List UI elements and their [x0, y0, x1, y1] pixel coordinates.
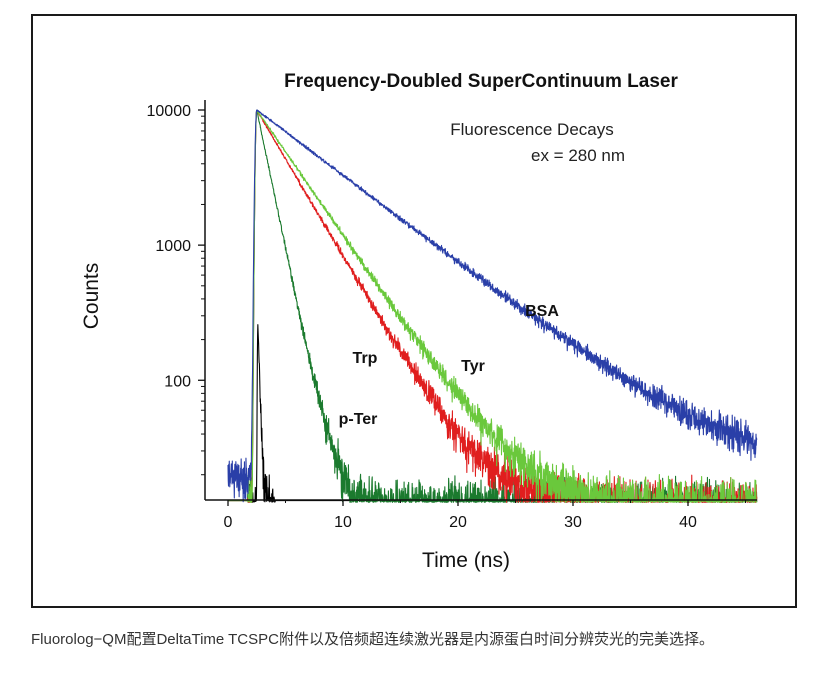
x-tick-label: 0: [224, 514, 233, 531]
series-line-tyr: [227, 109, 758, 503]
x-tick-label: 40: [679, 514, 697, 531]
figure-frame: [31, 14, 797, 608]
series-label-bsa: BSA: [525, 303, 559, 320]
series-label-trp: Trp: [353, 350, 378, 367]
caption: Fluorolog−QM配置DeltaTime TCSPC附件以及倍频超连续激光…: [31, 631, 714, 648]
series-line-bsa: [227, 109, 758, 503]
annotation-line-2: ex = 280 nm: [531, 146, 625, 165]
y-tick-label: 100: [164, 373, 191, 390]
x-tick-label: 20: [449, 514, 467, 531]
series-label-tyr: Tyr: [461, 358, 485, 375]
annotation-line-1: Fluorescence Decays: [450, 120, 613, 139]
y-tick-label: 10000: [147, 103, 192, 120]
decay-chart: Frequency-Doubled SuperContinuum Laser F…: [80, 71, 758, 572]
x-tick-label: 30: [564, 514, 582, 531]
chart-title: Frequency-Doubled SuperContinuum Laser: [284, 71, 678, 92]
series-label-p-ter: p-Ter: [339, 411, 378, 428]
y-axis-label: Counts: [80, 263, 103, 330]
x-tick-label: 10: [334, 514, 352, 531]
x-axis-label: Time (ns): [422, 549, 510, 572]
y-tick-label: 1000: [155, 238, 191, 255]
